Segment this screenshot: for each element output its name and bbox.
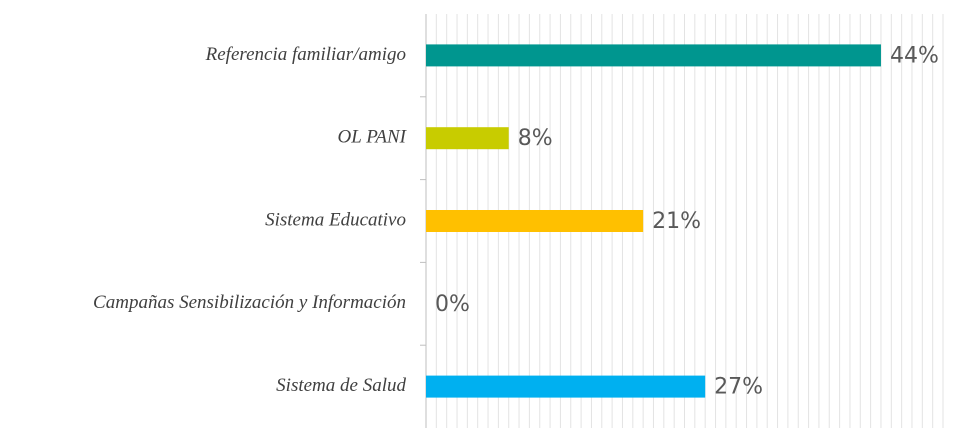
bar (426, 44, 881, 67)
value-label: 44% (890, 43, 939, 68)
category-label: Campañas Sensibilización y Información (93, 292, 406, 313)
category-label: Referencia familiar/amigo (205, 44, 406, 65)
bar (426, 375, 706, 398)
value-label: 21% (652, 209, 701, 234)
bar (426, 127, 509, 150)
category-label: Sistema de Salud (276, 375, 406, 396)
value-label: 0% (435, 292, 470, 317)
value-label: 8% (518, 126, 553, 151)
value-label: 27% (714, 375, 763, 400)
bar (426, 210, 644, 232)
category-label: OL PANI (338, 127, 408, 148)
category-label: Sistema Educativo (265, 209, 406, 230)
